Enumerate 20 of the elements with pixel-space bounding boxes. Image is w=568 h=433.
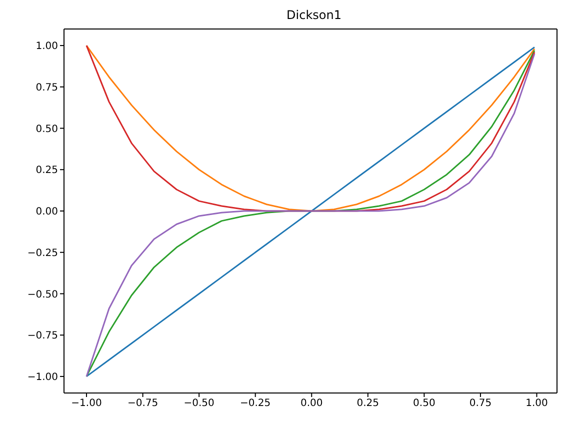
x-tick-label: −0.50 — [184, 398, 214, 410]
line-series — [86, 44, 536, 212]
x-tick-label: 0.00 — [300, 398, 323, 410]
x-tick-label: 1.00 — [526, 398, 548, 410]
y-tick-label: −0.75 — [27, 330, 58, 342]
x-tick-label: 0.50 — [413, 398, 436, 410]
y-tick-label: −1.00 — [27, 372, 58, 384]
y-tick-label: −0.50 — [27, 289, 58, 300]
x-tick-label: −0.75 — [127, 398, 158, 410]
y-tick-label: 1.00 — [36, 41, 58, 52]
x-tick-label: −0.25 — [240, 398, 271, 410]
chart-title: Dickson1 — [286, 8, 342, 24]
y-tick-label: −0.25 — [27, 248, 58, 259]
y-tick-label: 0.50 — [36, 124, 58, 135]
y-tick-label: 0.75 — [36, 82, 58, 94]
x-tick-label: 0.25 — [356, 398, 380, 410]
x-tick-label: 0.75 — [469, 398, 492, 410]
y-tick-label: 0.25 — [36, 165, 58, 176]
y-tick-label: 0.00 — [36, 206, 58, 218]
x-tick-label: −1.00 — [71, 398, 102, 410]
